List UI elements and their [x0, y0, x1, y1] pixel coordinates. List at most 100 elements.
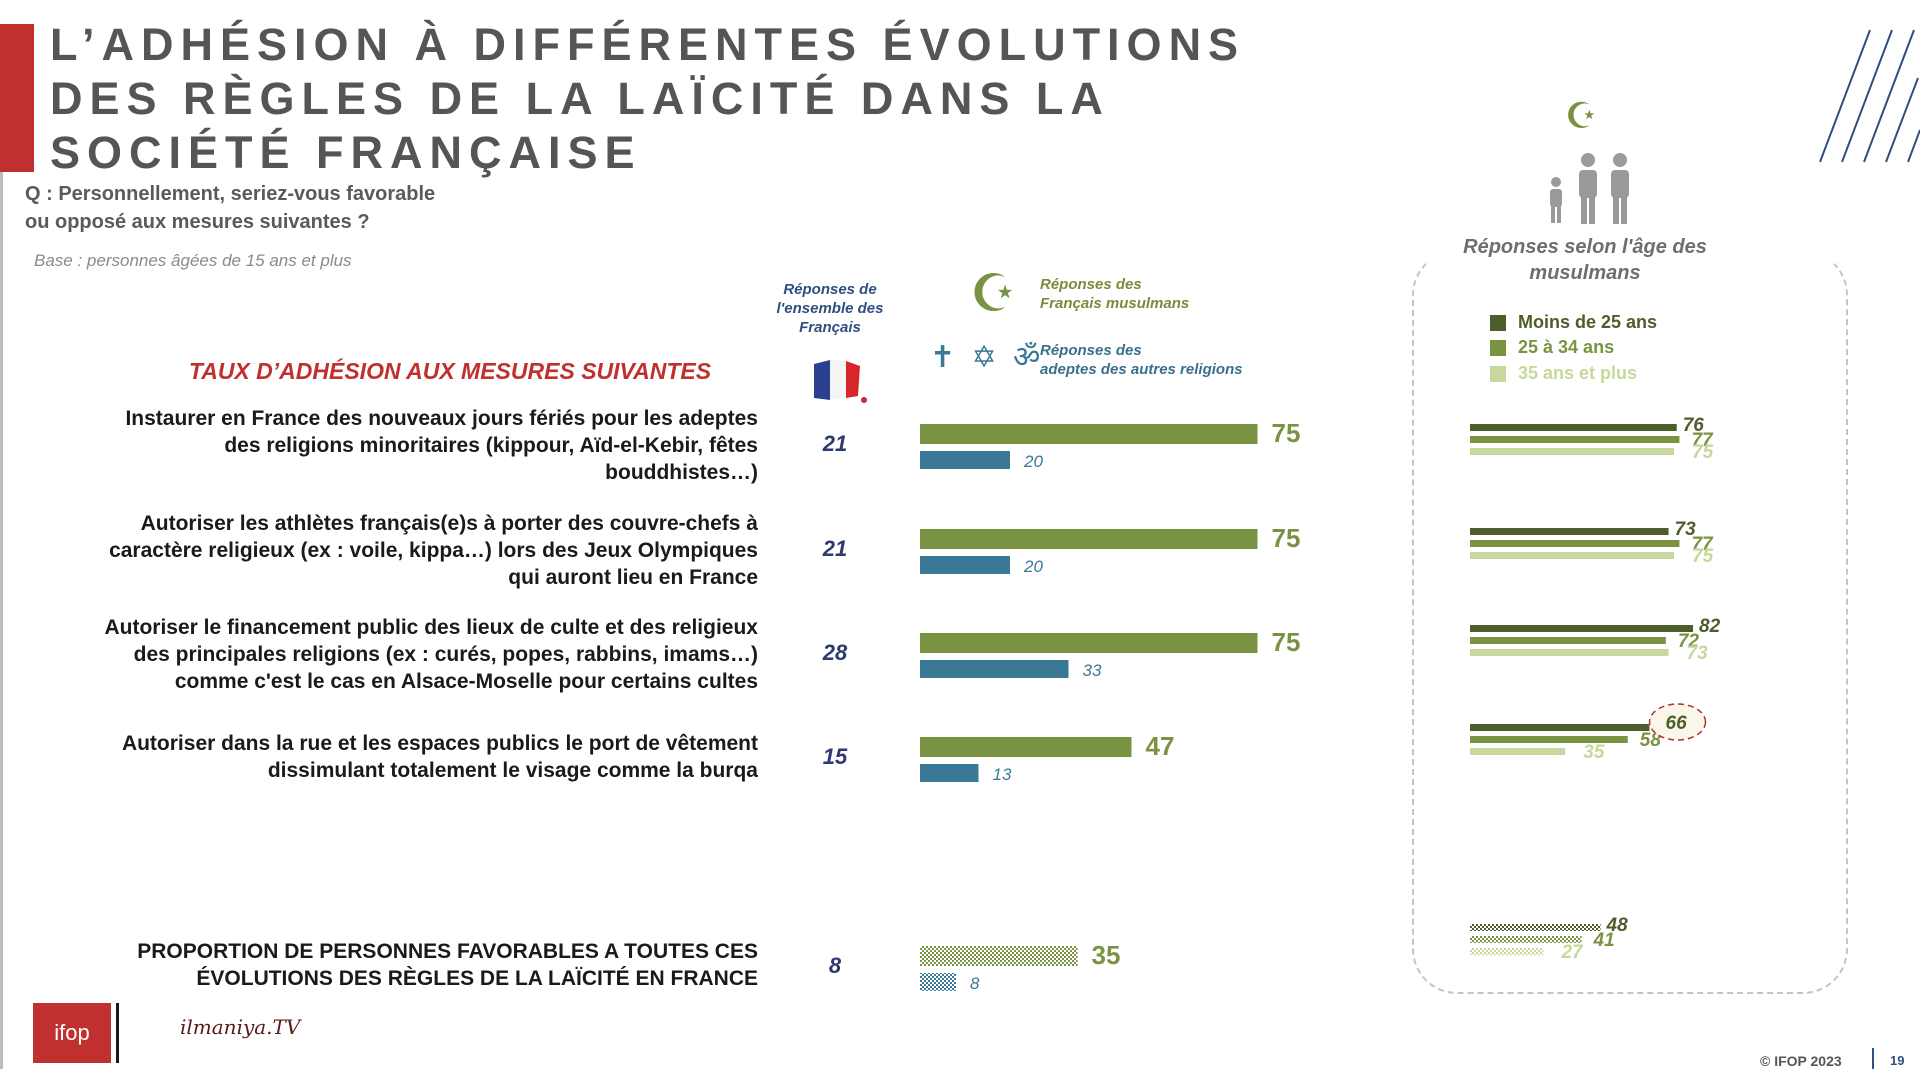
- age-value-3-5: 27: [1560, 942, 1584, 963]
- age-value-3-4: 35: [1583, 742, 1605, 763]
- summary-label: PROPORTION DE PERSONNES FAVORABLES A TOU…: [40, 938, 758, 992]
- age-value-1-3: 82: [1699, 616, 1721, 637]
- french-column-header: Réponses de l'ensemble des Français: [760, 280, 900, 337]
- page-title: L’ADHÉSION À DIFFÉRENTES ÉVOLUTIONS DES …: [50, 19, 1246, 178]
- ifop-logo: ifop: [33, 1003, 111, 1063]
- age-value-2-1: 77: [1691, 430, 1714, 451]
- age-bar-1-3: [1470, 625, 1694, 632]
- measure-1-line-2: des religions minoritaires (kippour, Aïd…: [224, 434, 758, 457]
- french-header-line-3: Français: [799, 319, 861, 336]
- age-bar-2-4: [1470, 736, 1628, 743]
- age-title-line-1: Réponses selon l'âge des: [1463, 236, 1707, 258]
- partner-logo: ilmaniya.TV: [180, 1015, 301, 1039]
- age-bar-1-1: [1470, 424, 1677, 431]
- other-value-5: 8: [970, 974, 980, 993]
- muslim-bar-3: [920, 633, 1258, 653]
- legend-label-over-35: 35 ans et plus: [1518, 363, 1638, 383]
- logo-divider: [116, 1003, 119, 1063]
- legend-swatch-under-25: [1490, 315, 1506, 332]
- highlight-circle: [1648, 703, 1707, 741]
- religion-symbols-icon: ✝ ✡ ॐ: [930, 341, 1045, 374]
- muslim-value-4: 47: [1146, 731, 1175, 761]
- french-value-5: 8: [828, 953, 842, 978]
- summary-line-1: PROPORTION DE PERSONNES FAVORABLES A TOU…: [137, 940, 758, 963]
- muslim-header-line-1: Réponses des: [1040, 276, 1142, 293]
- question-line-2: ou opposé aux mesures suivantes ?: [25, 211, 370, 233]
- legend-swatch-25-34: [1490, 340, 1506, 357]
- measure-3-line-3: comme c'est le cas en Alsace-Moselle pou…: [174, 670, 758, 693]
- measure-3-line-2: des principales religions (ex : curés, p…: [133, 643, 758, 666]
- other-religions-column-header: Réponses des adeptes des autres religion…: [1040, 341, 1300, 379]
- page-number: 19: [1890, 1053, 1905, 1068]
- summary-line-2: ÉVOLUTIONS DES RÈGLES DE LA LAÏCITÉ EN F…: [196, 967, 758, 990]
- age-bar-2-2: [1470, 540, 1680, 547]
- age-bar-3-3: [1470, 649, 1669, 656]
- legend-over-35: 35 ans et plus: [1490, 363, 1637, 384]
- muslim-bar-2: [920, 529, 1258, 549]
- footer-separator: [1872, 1048, 1874, 1069]
- age-value-1-5: 48: [1606, 915, 1629, 936]
- measure-1-line-1: Instaurer en France des nouveaux jours f…: [125, 407, 758, 430]
- age-bar-chart: 76777573777582727366583548412766: [1470, 415, 1721, 963]
- muslim-header-line-2: Français musulmans: [1040, 295, 1190, 312]
- muslim-bar-4: [920, 737, 1132, 757]
- legend-swatch-over-35: [1490, 366, 1506, 383]
- legend-label-25-34: 25 à 34 ans: [1518, 337, 1615, 357]
- age-panel-title: Réponses selon l'âge des musulmans: [1440, 234, 1730, 286]
- french-header-line-1: Réponses de: [783, 281, 877, 298]
- muslim-bar-5: [920, 946, 1078, 966]
- age-bar-3-4: [1470, 748, 1566, 755]
- muslim-value-1: 75: [1272, 418, 1301, 448]
- french-flag-icon: [814, 360, 867, 403]
- age-value-2-3: 72: [1678, 631, 1700, 652]
- french-value-2: 21: [822, 536, 848, 561]
- french-value-4: 15: [822, 744, 848, 769]
- adhesion-rate-title: TAUX D’ADHÉSION AUX MESURES SUIVANTES: [188, 358, 712, 384]
- age-bar-1-5: [1470, 924, 1601, 931]
- muslim-value-5: 35: [1092, 940, 1121, 970]
- measure-1-line-3: bouddhistes…): [605, 461, 758, 484]
- other-bar-4: [920, 764, 979, 782]
- other-value-2: 20: [1023, 557, 1043, 576]
- measure-3-line-1: Autoriser le financement public des lieu…: [104, 616, 758, 639]
- age-bar-1-2: [1470, 528, 1669, 535]
- age-bar-2-3: [1470, 637, 1666, 644]
- religion-bar-chart: 75 20 75 20 75 33 47 13 35 8: [920, 418, 1301, 993]
- french-value-1: 21: [822, 431, 848, 456]
- muslim-value-3: 75: [1272, 627, 1301, 657]
- french-header-line-2: l'ensemble des: [776, 300, 884, 317]
- measure-1-label: Instaurer en France des nouveaux jours f…: [40, 405, 758, 486]
- age-value-3-3: 73: [1687, 643, 1709, 664]
- age-bar-3-5: [1470, 948, 1544, 955]
- french-value-3: 28: [822, 640, 848, 665]
- age-bar-3-2: [1470, 552, 1674, 559]
- age-bar-1-4: [1470, 724, 1650, 731]
- other-bar-5: [920, 973, 956, 991]
- muslim-value-2: 75: [1272, 523, 1301, 553]
- crescent-star-icon: ☪: [970, 265, 1017, 323]
- other-value-1: 20: [1023, 452, 1043, 471]
- age-value-1-2: 73: [1675, 519, 1697, 540]
- legend-under-25: Moins de 25 ans: [1490, 312, 1657, 333]
- other-header-line-2: adeptes des autres religions: [1040, 361, 1243, 378]
- measure-2-line-2: caractère religieux (ex : voile, kippa…)…: [109, 539, 758, 562]
- age-value-3-1: 75: [1692, 442, 1714, 463]
- age-bar-2-5: [1470, 936, 1582, 943]
- measure-4-line-2: dissimulant totalement le visage comme l…: [267, 759, 758, 782]
- legend-25-34: 25 à 34 ans: [1490, 337, 1614, 358]
- measure-4-line-1: Autoriser dans la rue et les espaces pub…: [121, 732, 758, 755]
- measure-2-line-3: qui auront lieu en France: [508, 566, 758, 589]
- measure-4-label: Autoriser dans la rue et les espaces pub…: [40, 730, 758, 784]
- decorative-stripes: [1819, 29, 1920, 163]
- base-note: Base : personnes âgées de 15 ans et plus: [34, 251, 352, 270]
- other-bar-1: [920, 451, 1010, 469]
- legend-label-under-25: Moins de 25 ans: [1518, 312, 1658, 332]
- question-line-1: Q : Personnellement, seriez-vous favorab…: [25, 183, 436, 205]
- measure-2-line-1: Autoriser les athlètes français(e)s à po…: [140, 512, 758, 535]
- age-title-line-2: musulmans: [1529, 262, 1641, 284]
- other-bar-2: [920, 556, 1010, 574]
- age-value-2-4: 58: [1640, 730, 1662, 751]
- other-value-4: 13: [993, 765, 1012, 784]
- family-icon: [1550, 153, 1629, 224]
- muslim-column-header: Réponses des Français musulmans: [1040, 275, 1280, 313]
